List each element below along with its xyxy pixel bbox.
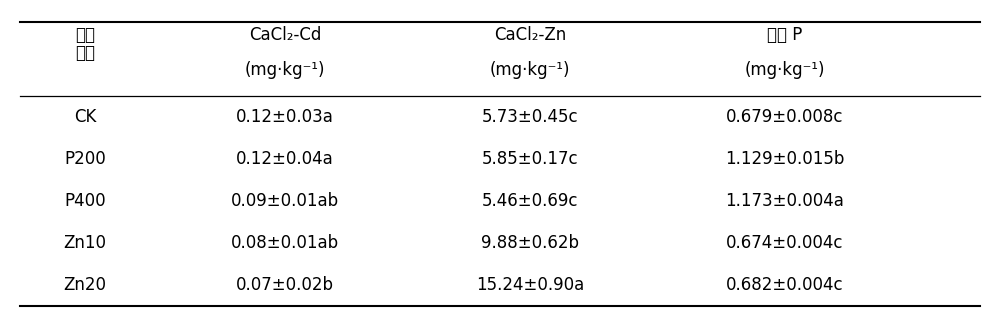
Text: P400: P400 [64, 192, 106, 210]
Text: 0.682±0.004c: 0.682±0.004c [726, 276, 844, 294]
Text: 5.46±0.69c: 5.46±0.69c [482, 192, 578, 210]
Text: 15.24±0.90a: 15.24±0.90a [476, 276, 584, 294]
Text: (mg·kg⁻¹): (mg·kg⁻¹) [490, 61, 570, 79]
Text: Zn10: Zn10 [64, 234, 106, 252]
Text: (mg·kg⁻¹): (mg·kg⁻¹) [745, 61, 825, 79]
Text: CaCl₂-Cd: CaCl₂-Cd [249, 26, 321, 44]
Text: 9.88±0.62b: 9.88±0.62b [481, 234, 579, 252]
Text: 1.129±0.015b: 1.129±0.015b [725, 150, 845, 168]
Text: 0.679±0.008c: 0.679±0.008c [726, 108, 844, 126]
Text: P200: P200 [64, 150, 106, 168]
Text: 0.09±0.01ab: 0.09±0.01ab [231, 192, 339, 210]
Text: Zn20: Zn20 [64, 276, 106, 294]
Text: 0.07±0.02b: 0.07±0.02b [236, 276, 334, 294]
Text: 处理: 处理 [75, 44, 95, 62]
Text: CK: CK [74, 108, 96, 126]
Text: (mg·kg⁻¹): (mg·kg⁻¹) [245, 61, 325, 79]
Text: 0.674±0.004c: 0.674±0.004c [726, 234, 844, 252]
Text: 速效 P: 速效 P [767, 26, 803, 44]
Text: 5.85±0.17c: 5.85±0.17c [482, 150, 578, 168]
Text: 0.08±0.01ab: 0.08±0.01ab [231, 234, 339, 252]
Text: 0.12±0.04a: 0.12±0.04a [236, 150, 334, 168]
Text: 处理: 处理 [75, 26, 95, 44]
Text: 0.12±0.03a: 0.12±0.03a [236, 108, 334, 126]
Text: 5.73±0.45c: 5.73±0.45c [482, 108, 578, 126]
Text: CaCl₂-Zn: CaCl₂-Zn [494, 26, 566, 44]
Text: 1.173±0.004a: 1.173±0.004a [726, 192, 844, 210]
